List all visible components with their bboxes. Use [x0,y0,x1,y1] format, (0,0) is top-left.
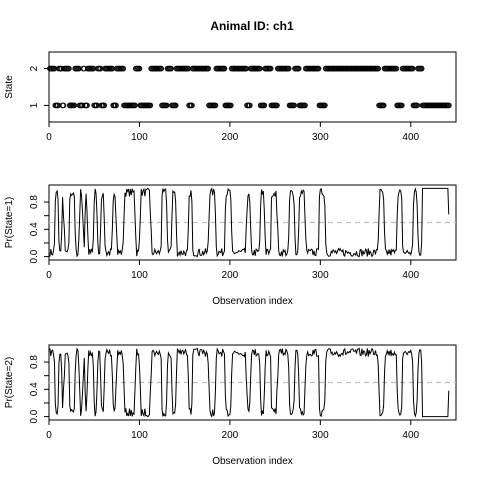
x-tick-label: 200 [222,270,239,281]
state-point [409,65,416,72]
state-point [172,102,179,109]
state1-probability-panel: 0 100 200 300 400 0.0 0.4 0.8 Pr(State=1) Observa… [4,184,457,307]
x-tick-label: 200 [222,430,239,441]
state-point [380,102,387,109]
state-point [66,65,72,72]
state-panel: 0 100 200 300 400 1 2 State [4,51,457,143]
y-tick-label: 0.0 [29,249,40,263]
state-point [113,102,119,109]
state-point [205,65,212,72]
x-tick-label: 0 [46,132,52,143]
state-point [189,102,195,109]
x-tick-label: 0 [46,270,52,281]
state-point [322,102,328,109]
x-tick-label: 100 [131,132,148,143]
state-point [60,102,67,109]
state-point [285,65,292,72]
y-axis-label: State [4,75,15,99]
state-point [136,65,143,72]
y-tick-label: 0.4 [29,222,40,236]
x-tick-label: 400 [402,270,419,281]
state-point [84,102,90,109]
state-point [261,102,268,109]
x-axis-label: Observation index [212,456,293,467]
state-point [398,102,405,109]
x-tick-label: 100 [131,430,148,441]
state-point [101,102,108,109]
probability-line [49,187,450,258]
state-point [274,102,280,109]
x-tick-label: 0 [46,430,52,441]
y-tick-label: 2 [29,65,40,71]
state-point [375,65,382,72]
state-point [147,102,154,109]
x-tick-label: 300 [312,132,329,143]
plot-frame [48,51,457,123]
state-point [418,65,425,72]
y-tick-label: 0.8 [29,355,40,369]
state-point [168,65,174,72]
state-point [295,65,302,72]
probability-line [49,347,450,418]
y-axis-label: Pr(State=1) [4,197,15,248]
state-point [291,102,297,109]
state-point [246,102,253,109]
state-point [163,102,170,109]
state-point [256,65,263,72]
y-tick-label: 0.0 [29,409,40,423]
x-tick-label: 200 [222,132,239,143]
x-tick-label: 300 [312,430,329,441]
state-point [132,102,138,109]
state-point [71,102,78,109]
state2-probability-panel: 0 100 200 300 400 0.0 0.4 0.8 Pr(State=2) Observa… [4,344,457,467]
state-point [302,102,308,109]
x-tick-label: 300 [312,270,329,281]
y-tick-label: 0.8 [29,195,40,209]
state-point [315,65,322,72]
x-tick-label: 400 [402,430,419,441]
state-point [221,65,228,72]
state-point [393,65,400,72]
state-point [120,65,127,72]
y-axis-label: Pr(State=2) [4,357,15,408]
state-point [227,102,234,109]
y-tick-label: 0.4 [29,382,40,396]
state-point [212,102,219,109]
state-point [267,65,274,72]
x-tick-label: 100 [131,270,148,281]
state-point [158,65,165,72]
figure-title: Animal ID: ch1 [210,19,294,33]
x-tick-label: 400 [402,132,419,143]
state-point [445,102,452,109]
x-axis-label: Observation index [212,296,293,307]
state-point [414,102,420,109]
y-tick-label: 1 [29,102,40,108]
